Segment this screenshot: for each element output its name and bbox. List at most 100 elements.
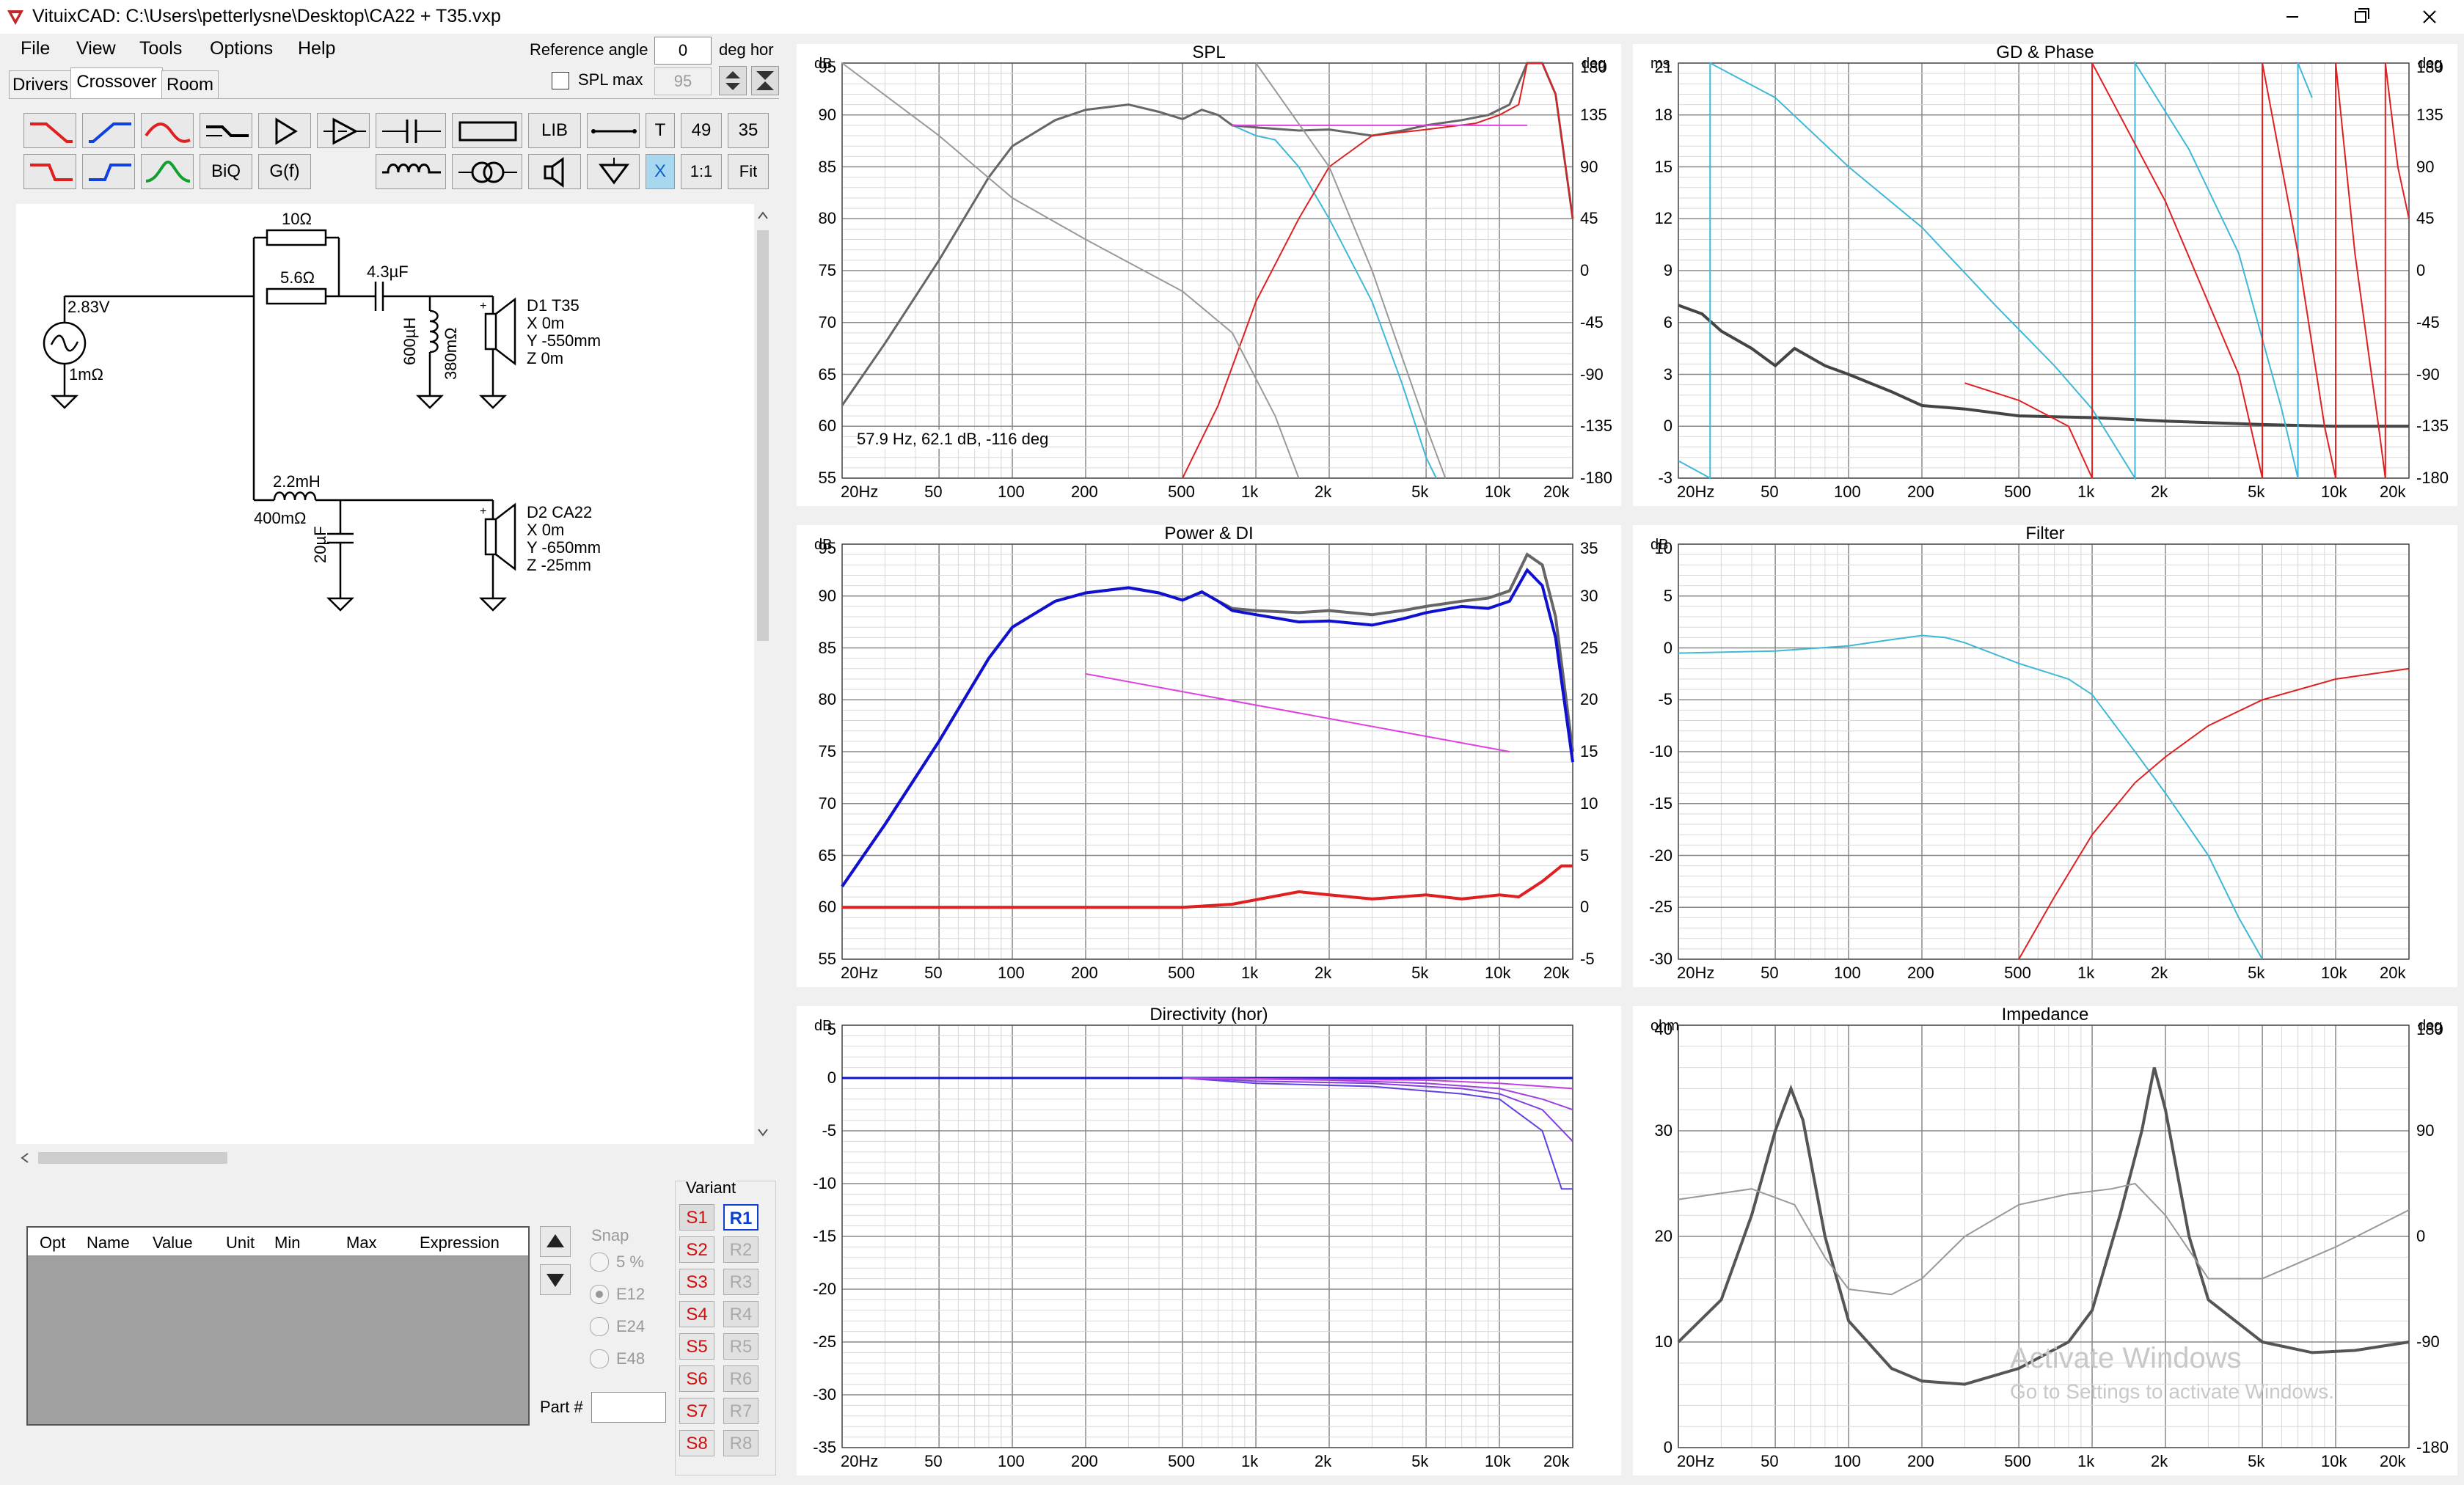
peaking-green-button[interactable] <box>141 154 194 189</box>
chart-gd-xtick: 5k <box>2248 483 2265 501</box>
variant-r2-button[interactable]: R2 <box>723 1236 758 1263</box>
chart-gd[interactable]: GD & Phase ms deg 21 18 15 12 9 6 3 0 -3 180 135 90 45 0… <box>1633 43 2457 506</box>
chart-spl-curve-5 <box>1255 62 1447 479</box>
chart-filter-ytick-left: -20 <box>1649 846 1672 865</box>
part-number-input[interactable] <box>591 1392 666 1423</box>
variant-r6-button[interactable]: R6 <box>723 1365 758 1392</box>
variant-r5-button[interactable]: R5 <box>723 1333 758 1360</box>
variant-s5-button[interactable]: S5 <box>679 1333 714 1360</box>
l1-label: 600µH <box>401 317 419 365</box>
variant-s7-button[interactable]: S7 <box>679 1398 714 1424</box>
l2-resistance-label: 400mΩ <box>254 509 307 527</box>
chart-power-xtick: 20Hz <box>841 964 879 982</box>
schematic-horizontal-scrollbar[interactable] <box>16 1147 772 1169</box>
snap-e24-label: E24 <box>616 1317 646 1335</box>
chart-dir-ytick-left: -10 <box>813 1174 836 1192</box>
variant-s3-button[interactable]: S3 <box>679 1269 714 1295</box>
chart-dir[interactable]: Directivity (hor) dB 5 0 -5 -10 -15 -20 -25 -30 -3… <box>797 1005 1621 1475</box>
reference-angle-input[interactable]: 0 <box>654 37 712 65</box>
chart-filter[interactable]: Filter dB 10 5 0 -5 -10 -15 -20 -25 -30 20Hz 50 100 20… <box>1633 524 2457 987</box>
snap-label: Snap <box>591 1226 629 1244</box>
variant-s8-button[interactable]: S8 <box>679 1430 714 1456</box>
move-up-button[interactable] <box>540 1226 571 1257</box>
chart-spl-xtick: 20Hz <box>841 483 879 501</box>
variant-s4-button[interactable]: S4 <box>679 1301 714 1327</box>
fit-button[interactable]: Fit <box>728 154 769 189</box>
inductor-button[interactable] <box>376 154 446 189</box>
chart-power-xtick: 10k <box>1485 964 1511 982</box>
chart-spl-xtick: 200 <box>1071 483 1098 501</box>
variant-r4-button[interactable]: R4 <box>723 1301 758 1327</box>
snap-5-radio[interactable] <box>590 1253 609 1272</box>
schematic-vertical-scrollbar[interactable] <box>754 204 772 1144</box>
chart-spl-xtick: 2k <box>1315 483 1332 501</box>
optimizer-table[interactable]: Opt Name Value Unit Min Max Expression <box>26 1226 530 1426</box>
chart-power-xtick: 500 <box>1168 964 1195 982</box>
schematic-canvas[interactable]: + + 2.83V 1mΩ 10Ω 5.6Ω 4.3µF 600µH 380mΩ… <box>16 204 754 1144</box>
zoom-fit-button[interactable] <box>751 66 779 95</box>
biquad-button[interactable]: BiQ <box>200 154 252 189</box>
variant-r3-button[interactable]: R3 <box>723 1269 758 1295</box>
tab-crossover[interactable]: Crossover <box>70 67 163 100</box>
grid-49-button[interactable]: 49 <box>681 113 722 148</box>
transfer-function-button[interactable]: G(f) <box>258 154 311 189</box>
opamp-button[interactable] <box>317 113 370 148</box>
snap-e48-radio[interactable] <box>590 1349 609 1368</box>
highpass-blue-button[interactable] <box>82 113 135 148</box>
chart-dir-xtick: 100 <box>998 1452 1025 1470</box>
menu-file[interactable]: File <box>21 38 51 59</box>
lowpass2-red-button[interactable] <box>23 154 76 189</box>
r2-label: 5.6Ω <box>280 268 315 287</box>
chart-spl-title: SPL <box>1192 43 1226 62</box>
chart-dir-xtick: 50 <box>924 1452 943 1470</box>
variant-r8-button[interactable]: R8 <box>723 1430 758 1456</box>
resistor-button[interactable] <box>452 113 522 148</box>
buffer-button[interactable] <box>258 113 311 148</box>
tab-room[interactable]: Room <box>161 70 219 100</box>
toggle-x-button[interactable]: X <box>646 154 675 189</box>
chart-filter-xtick: 20k <box>2380 964 2406 982</box>
driver-button[interactable] <box>528 154 581 189</box>
ground-button[interactable] <box>587 154 640 189</box>
close-button[interactable] <box>2393 0 2464 34</box>
minimize-button[interactable] <box>2256 0 2329 34</box>
highpass2-blue-button[interactable] <box>82 154 135 189</box>
variant-s6-button[interactable]: S6 <box>679 1365 714 1392</box>
move-down-button[interactable] <box>540 1264 571 1295</box>
text-tool-button[interactable]: T <box>646 113 675 148</box>
snap-e24-radio[interactable] <box>590 1317 609 1336</box>
menu-options[interactable]: Options <box>210 38 274 59</box>
restore-button[interactable] <box>2325 0 2399 34</box>
variant-r1-button[interactable]: R1 <box>723 1204 758 1231</box>
chart-imp[interactable]: Impedance ohm deg 40 30 20 10 0 180 90 0 -90 -180 20H… <box>1633 1005 2457 1475</box>
chart-filter-ytick-left: -25 <box>1649 898 1672 917</box>
spl-max-spinner[interactable] <box>719 66 747 95</box>
allpass-icon <box>206 125 249 137</box>
variant-s1-button[interactable]: S1 <box>679 1204 714 1231</box>
tab-drivers[interactable]: Drivers <box>9 70 72 100</box>
menu-view[interactable]: View <box>76 38 116 59</box>
col-name: Name <box>87 1233 130 1252</box>
grid-35-button[interactable]: 35 <box>728 113 769 148</box>
lowpass-red-button[interactable] <box>23 113 76 148</box>
library-button[interactable]: LIB <box>528 113 581 148</box>
transformer-button[interactable] <box>452 154 522 189</box>
snap-e12-radio[interactable] <box>590 1285 609 1304</box>
chart-spl[interactable]: SPL dB deg 95 90 85 80 75 70 65 60 55 180 135 90 45 0 -45… <box>797 43 1621 506</box>
chart-spl-ytick-left: 90 <box>818 105 836 124</box>
variant-s2-button[interactable]: S2 <box>679 1236 714 1263</box>
menu-tools[interactable]: Tools <box>139 38 183 59</box>
variant-r7-button[interactable]: R7 <box>723 1398 758 1424</box>
chart-power-xtick: 5k <box>1411 964 1429 982</box>
allpass-button[interactable] <box>200 113 252 148</box>
chart-filter-xtick: 500 <box>2004 964 2031 982</box>
chart-power-ytick-right: 0 <box>1580 898 1590 917</box>
spl-max-input[interactable]: 95 <box>654 67 712 95</box>
capacitor-button[interactable] <box>376 113 446 148</box>
menu-help[interactable]: Help <box>298 38 336 59</box>
shelf-red-button[interactable] <box>141 113 194 148</box>
spl-max-checkbox[interactable] <box>552 72 569 89</box>
chart-power[interactable]: Power & DI dB 95 90 85 80 75 70 65 60 55 35 30 25 20 15… <box>797 524 1621 987</box>
scale-1-1-button[interactable]: 1:1 <box>681 154 722 189</box>
wire-button[interactable] <box>587 113 640 148</box>
